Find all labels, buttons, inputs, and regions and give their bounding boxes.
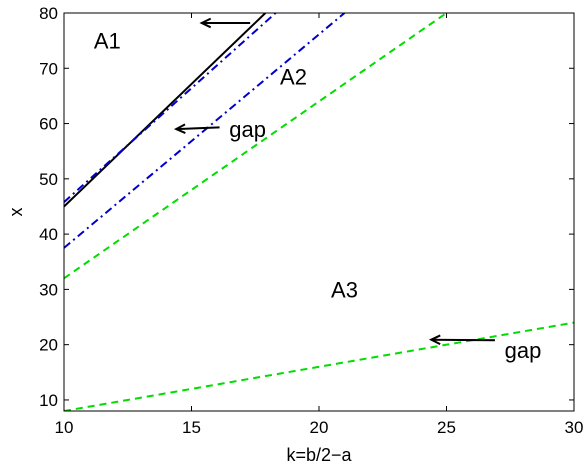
annotation-gap: gap: [229, 117, 266, 142]
arrow-head: [428, 334, 441, 346]
x-tick-label: 20: [310, 418, 329, 437]
y-tick-label: 50: [39, 170, 58, 189]
annotation-a3: A3: [331, 277, 358, 302]
plot-area: [64, 13, 574, 411]
annotation-gap: gap: [505, 338, 542, 363]
series-line-1: [64, 13, 267, 208]
annotation-a2: A2: [280, 65, 307, 90]
tick-layer: 10 15 20 25 30 10 20 30 40 50 60 70 80: [39, 4, 583, 437]
x-tick-label: 15: [182, 418, 201, 437]
arrow-head: [199, 17, 212, 29]
annotation-a1: A1: [94, 29, 121, 54]
annotation-layer: A1 A2 A3 gap gap: [94, 29, 541, 364]
y-axis-label: x: [6, 208, 26, 217]
y-tick-label: 30: [39, 280, 58, 299]
y-tick-label: 80: [39, 4, 58, 23]
series-line-3: [64, 13, 346, 249]
arrow-layer: [173, 17, 495, 346]
y-tick-label: 20: [39, 336, 58, 355]
plot-frame: [63, 12, 575, 412]
series-line-2: [64, 13, 277, 203]
y-tick-label: 10: [39, 391, 58, 410]
series-line-5: [64, 321, 574, 411]
y-tick-label: 40: [39, 225, 58, 244]
x-axis-label: k=b/2−a: [286, 445, 352, 465]
y-tick-label: 60: [39, 115, 58, 134]
x-tick-label: 10: [55, 418, 74, 437]
arrow-shaft: [176, 126, 220, 131]
y-tick-label: 70: [39, 59, 58, 78]
arrow-shaft: [431, 338, 495, 342]
x-tick-label: 30: [565, 418, 584, 437]
series-layer: [64, 13, 574, 411]
series-line-4: [64, 13, 448, 280]
arrow-head: [173, 123, 186, 135]
x-tick-label: 25: [437, 418, 456, 437]
